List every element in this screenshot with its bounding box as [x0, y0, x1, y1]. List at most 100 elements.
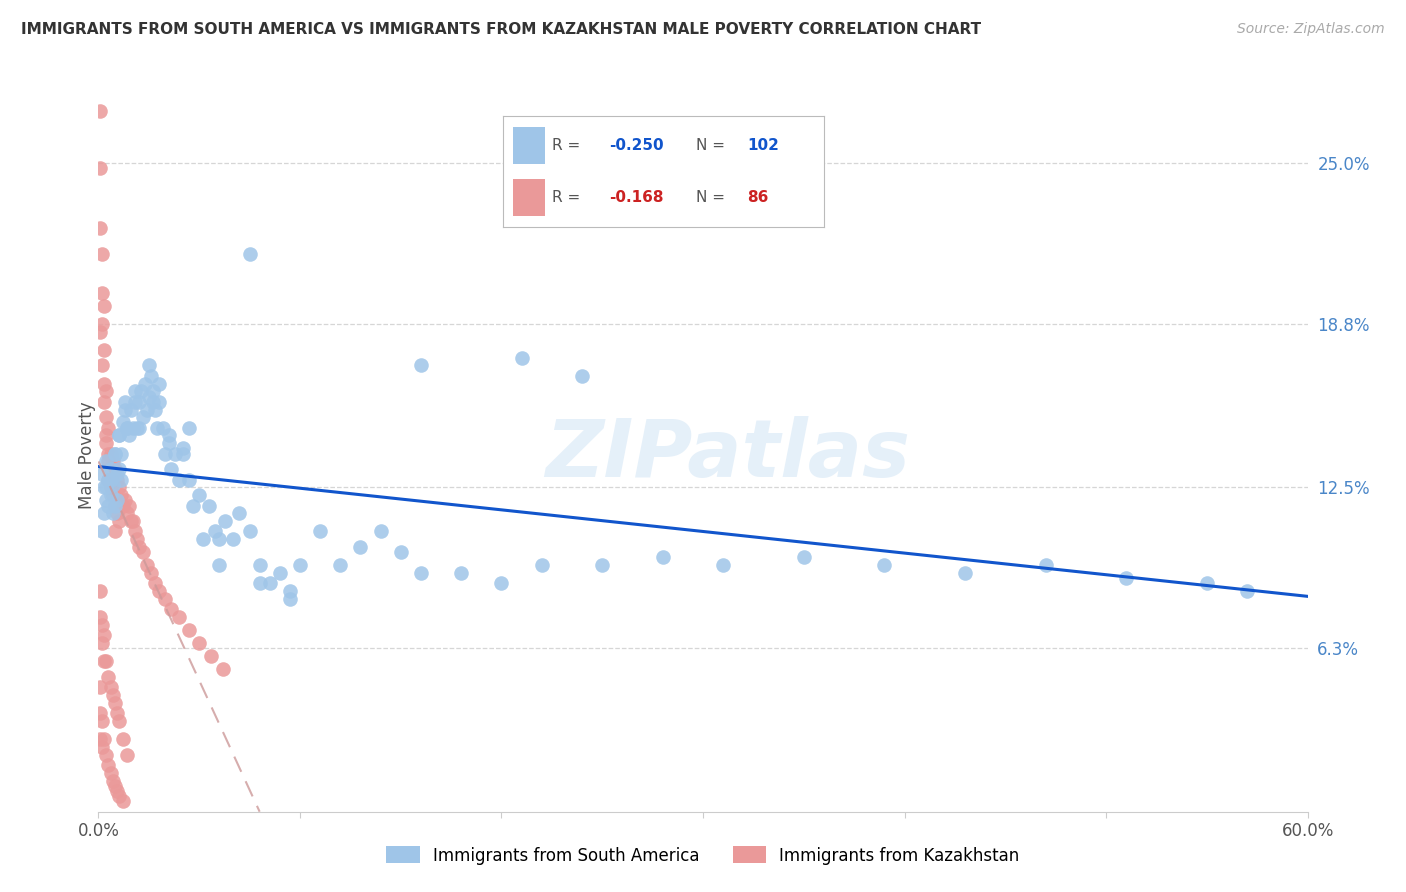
Point: [100, 462, 122, 476]
Point: [100, 473, 122, 487]
Point: [222, 533, 245, 547]
Point: [101, 454, 124, 468]
Point: [103, 696, 125, 710]
Point: [873, 558, 896, 573]
Point: [249, 576, 271, 591]
Point: [97, 758, 120, 772]
Point: [711, 558, 734, 573]
Point: [100, 765, 122, 780]
Point: [105, 506, 128, 520]
Point: [329, 558, 352, 573]
Point: [249, 558, 271, 573]
Point: [105, 493, 128, 508]
Point: [953, 566, 976, 580]
Point: [91, 636, 114, 650]
Point: [128, 394, 150, 409]
Point: [97, 473, 120, 487]
Point: [107, 714, 129, 728]
Point: [96, 654, 118, 668]
Point: [409, 359, 432, 373]
Point: [100, 447, 122, 461]
Point: [97, 670, 120, 684]
Point: [1115, 571, 1137, 585]
Point: [89, 161, 111, 176]
Point: [239, 247, 262, 261]
Point: [89, 610, 111, 624]
Point: [1236, 584, 1258, 599]
Point: [152, 420, 174, 434]
Point: [96, 493, 118, 508]
Point: [138, 359, 160, 373]
Point: [107, 480, 129, 494]
Point: [139, 566, 162, 580]
Point: [101, 477, 124, 491]
Point: [148, 394, 170, 409]
Point: [450, 566, 472, 580]
Point: [97, 499, 120, 513]
Point: [591, 558, 613, 573]
Point: [91, 285, 114, 300]
Point: [107, 428, 129, 442]
Point: [239, 524, 262, 539]
Point: [259, 576, 281, 591]
Point: [129, 384, 152, 399]
Point: [138, 390, 160, 404]
Point: [111, 794, 134, 808]
Point: [111, 416, 134, 430]
Point: [111, 499, 134, 513]
Point: [89, 584, 111, 599]
Point: [93, 654, 115, 668]
Point: [89, 706, 111, 720]
Point: [101, 773, 124, 788]
Point: [118, 428, 141, 442]
Point: [103, 447, 125, 461]
Point: [91, 359, 114, 373]
Point: [103, 779, 125, 793]
Point: [1195, 576, 1218, 591]
Point: [93, 506, 115, 520]
Point: [135, 558, 157, 573]
Point: [491, 576, 513, 591]
Point: [96, 410, 118, 425]
Point: [167, 610, 190, 624]
Point: [100, 488, 122, 502]
Point: [1035, 558, 1057, 573]
Point: [269, 566, 291, 580]
Point: [409, 566, 432, 580]
Point: [389, 545, 412, 559]
Point: [96, 428, 118, 442]
Point: [278, 591, 301, 606]
Point: [124, 524, 146, 539]
Text: Source: ZipAtlas.com: Source: ZipAtlas.com: [1237, 22, 1385, 37]
Point: [128, 420, 150, 434]
Point: [193, 533, 215, 547]
Point: [114, 402, 136, 417]
Point: [91, 247, 114, 261]
Point: [309, 524, 332, 539]
Point: [214, 514, 236, 528]
Point: [228, 506, 250, 520]
Point: [93, 299, 115, 313]
Point: [139, 368, 162, 383]
Point: [153, 447, 176, 461]
Point: [91, 618, 114, 632]
Point: [110, 473, 132, 487]
Point: [101, 488, 124, 502]
Point: [120, 514, 142, 528]
Point: [89, 732, 111, 747]
Point: [118, 499, 141, 513]
Point: [89, 325, 111, 339]
Point: [163, 447, 186, 461]
Point: [96, 384, 118, 399]
Point: [93, 376, 115, 391]
Point: [530, 558, 553, 573]
Point: [125, 420, 148, 434]
Text: ZIPatlas: ZIPatlas: [544, 416, 910, 494]
Point: [93, 628, 115, 642]
Point: [121, 514, 143, 528]
Point: [179, 623, 201, 637]
Point: [111, 732, 134, 747]
Point: [172, 442, 194, 456]
Point: [97, 447, 120, 461]
Point: [96, 747, 118, 762]
